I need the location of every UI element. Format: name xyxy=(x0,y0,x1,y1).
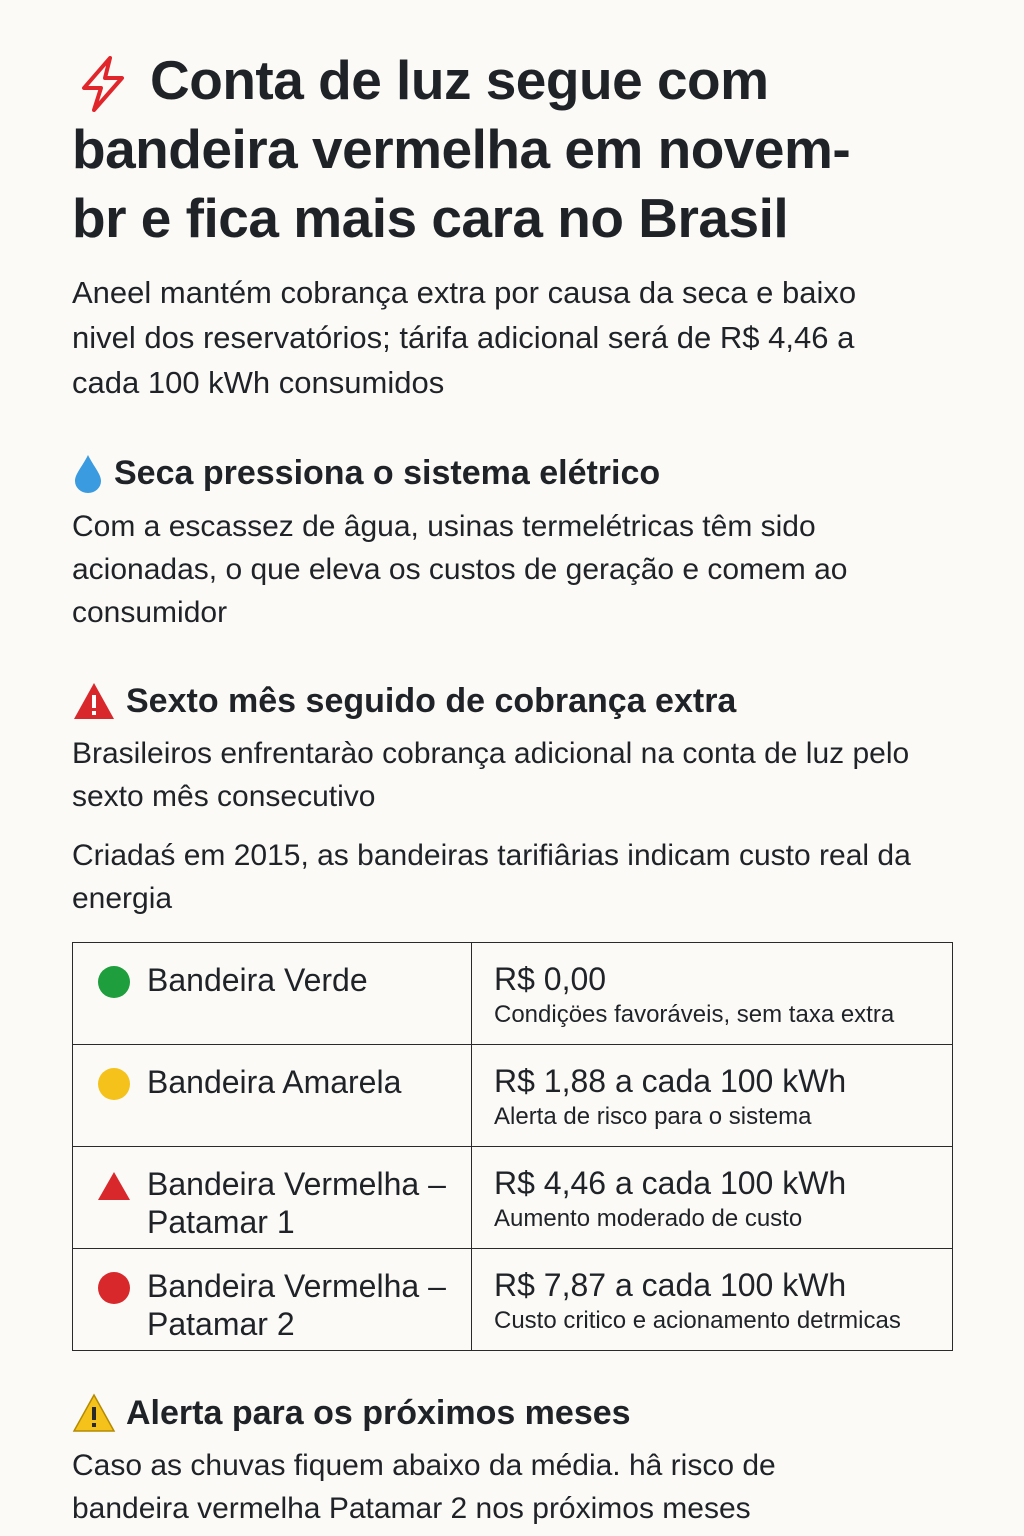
red-dot xyxy=(98,1272,130,1304)
lightning-icon xyxy=(82,56,124,112)
green-dot xyxy=(98,966,130,998)
heading-text: Alerta para os próximos meses xyxy=(126,1394,631,1432)
flag-name: Bandeira Vermelha – Patamar 1 xyxy=(147,1166,446,1240)
headline-line: Conta de luz segue com xyxy=(150,49,769,111)
table-row: Bandeira Vermelha – Patamar 1 R$ 4,46 a … xyxy=(72,1146,953,1249)
flag-price: R$ 4,46 a cada 100 kWh xyxy=(494,1165,847,1201)
drop-icon xyxy=(75,455,101,493)
flag-name: Bandeira Vermelha – Patamar 2 xyxy=(147,1268,446,1342)
headline-line: bandeira vermelha em novem- xyxy=(72,118,851,180)
paragraph: Caso as chuvas fiquem abaixo da média. h… xyxy=(72,1449,776,1525)
flag-price: R$ 0,00 xyxy=(494,961,607,997)
caution-icon xyxy=(72,1393,116,1432)
heading-text: Sexto mês seguido de cobrança extra xyxy=(126,682,737,720)
table-row: Bandeira Verde R$ 0,00 Condiçöes favoráve… xyxy=(72,942,953,1045)
flag-desc: Custo critico e acionamento detrmicas xyxy=(494,1307,901,1334)
section-heading: Alerta para os próximos meses xyxy=(72,1392,631,1434)
subtitle: Aneel mantém cobrança extra por causa da… xyxy=(72,275,857,400)
flag-name: Bandeira Amarela xyxy=(147,1064,402,1100)
table-row: Bandeira Vermelha – Patamar 2 R$ 7,87 a … xyxy=(72,1248,953,1351)
section-heading: Seca pressiona o sistema elétrico xyxy=(72,452,660,494)
headline-line: br e fica mais cara no Brasil xyxy=(72,187,789,249)
flag-name: Bandeira Verde xyxy=(147,962,368,998)
paragraph: Criadaś em 2015, as bandeiras tarifiâria… xyxy=(72,839,911,915)
table-row: Bandeira Amarela R$ 1,88 a cada 100 kWh A… xyxy=(72,1044,953,1147)
flag-desc: Alerta de risco para o sistema xyxy=(494,1103,812,1130)
yellow-dot xyxy=(98,1068,130,1100)
paragraph: Brasileiros enfrentarào cobrança adicion… xyxy=(72,737,910,813)
paragraph: Com a escassez de âgua, usinas termelétr… xyxy=(72,510,848,629)
section-heading: Sexto mês seguido de cobrança extra xyxy=(72,680,736,722)
warning-icon xyxy=(74,683,114,719)
headline: Conta de luz segue com bandeira vermelha… xyxy=(72,46,1002,253)
flag-desc: Condiçöes favoráveis, sem taxa extra xyxy=(494,1001,895,1028)
flag-price: R$ 7,87 a cada 100 kWh xyxy=(494,1267,847,1303)
flag-desc: Aumento moderado de custo xyxy=(494,1205,803,1232)
flag-price: R$ 1,88 a cada 100 kWh xyxy=(494,1063,847,1099)
red-triangle xyxy=(98,1172,130,1200)
flag-table: Bandeira Verde R$ 0,00 Condiçöes favoráve… xyxy=(72,942,953,1351)
heading-text: Seca pressiona o sistema elétrico xyxy=(114,454,661,492)
